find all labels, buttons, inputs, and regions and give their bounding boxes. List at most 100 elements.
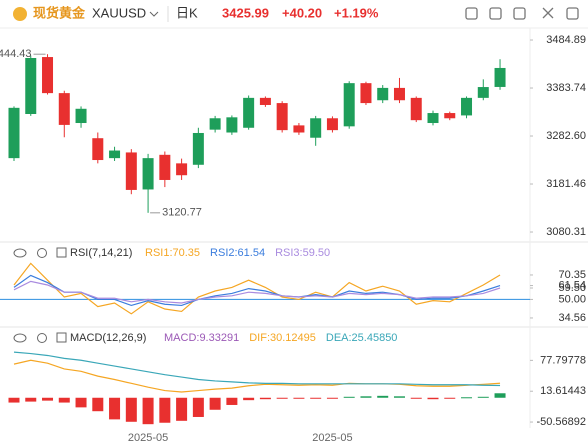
macd-bar	[259, 397, 271, 400]
tool-button[interactable]	[542, 7, 554, 19]
candle-body	[58, 93, 70, 125]
candle-body	[410, 97, 422, 121]
candle-body	[393, 87, 405, 101]
candle-body	[42, 57, 54, 94]
indicator-line	[13, 274, 501, 307]
checkbox[interactable]	[56, 332, 67, 343]
legend-entry: RSI1:70.35	[145, 247, 200, 259]
macd-bar	[461, 397, 473, 399]
legend-entry: DIF:30.12495	[249, 332, 316, 344]
x-tick-label: 2025-05	[312, 432, 352, 444]
high-annotation: 3444.43	[0, 48, 32, 60]
settings-icon[interactable]	[37, 333, 47, 343]
candle-body	[226, 117, 238, 133]
macd-bar	[293, 397, 305, 399]
y-tick-label: 70.35	[558, 269, 586, 281]
legend-entry: RSI3:59.50	[275, 247, 330, 259]
macd-bar	[192, 397, 204, 417]
candle-body	[310, 118, 322, 138]
macd-bar	[159, 397, 171, 423]
macd-bar	[343, 396, 355, 398]
macd-bar	[58, 397, 70, 403]
checkbox[interactable]	[56, 247, 67, 258]
macd-bar	[410, 397, 422, 399]
candle-body	[461, 97, 473, 116]
y-tick-label: 3080.31	[546, 226, 586, 238]
macd-bar	[360, 396, 372, 398]
candle-body	[276, 103, 288, 131]
y-tick-label: 3383.74	[546, 82, 586, 94]
candle-body	[243, 97, 255, 128]
candle-body	[92, 138, 104, 161]
y-tick-label: 13.61443	[540, 385, 586, 397]
macd-bar	[377, 395, 389, 398]
y-tick-label: 3181.46	[546, 178, 586, 190]
y-tick-label: 61.54	[558, 279, 586, 291]
macd-bar	[92, 397, 104, 412]
macd-bar	[176, 397, 188, 421]
candle-body	[192, 132, 204, 165]
tool-button[interactable]	[489, 7, 502, 20]
macd-bar	[25, 397, 37, 402]
macd-bar	[444, 397, 456, 399]
y-tick-label: -50.56892	[536, 416, 586, 428]
macd-bar	[477, 396, 489, 398]
price-change-pct: +1.19%	[334, 5, 379, 20]
candle-body	[477, 87, 489, 98]
indicator-line	[13, 280, 501, 304]
macd-bar	[393, 396, 405, 398]
y-tick-label: 34.56	[558, 312, 586, 324]
candle-body	[444, 113, 456, 119]
eye-icon[interactable]	[13, 248, 27, 258]
macd-bar	[226, 397, 238, 405]
candle-body	[326, 118, 338, 131]
candle-body	[427, 113, 439, 124]
toolbar	[465, 7, 579, 20]
tool-button[interactable]	[513, 7, 526, 20]
y-tick-label: 59.50	[558, 282, 586, 294]
eye-icon[interactable]	[13, 333, 27, 343]
period[interactable]: 日K	[176, 5, 198, 20]
candle-body	[142, 158, 154, 190]
macd-bar	[209, 397, 221, 410]
candle-body	[494, 67, 506, 87]
y-tick-label: 3484.89	[546, 34, 586, 46]
candle-body	[109, 150, 121, 159]
candle-body	[125, 152, 137, 190]
candle-body	[343, 83, 355, 127]
macd-bar	[276, 397, 288, 399]
macd-bar	[142, 397, 154, 425]
y-tick-label: 50.00	[558, 293, 586, 305]
macd-bar	[310, 397, 322, 399]
tool-button[interactable]	[465, 7, 478, 20]
macd-bar	[243, 397, 255, 401]
macd-bar	[427, 397, 439, 400]
dropdown-caret[interactable]	[149, 11, 159, 17]
macd-bar	[109, 397, 121, 420]
indicator-line	[13, 351, 501, 387]
indicator-line	[13, 262, 501, 315]
tool-button[interactable]	[566, 7, 579, 20]
candle-body	[293, 125, 305, 133]
macd-bar	[75, 397, 87, 408]
low-annotation: 3120.77	[162, 207, 202, 219]
price-change: +40.20	[282, 5, 322, 20]
legend-entry: DEA:25.45850	[326, 332, 398, 344]
settings-icon[interactable]	[37, 248, 47, 258]
candle-body	[209, 118, 221, 130]
macd-bar	[42, 397, 54, 401]
candle-body	[25, 58, 37, 114]
macd-bar	[125, 397, 137, 422]
last-price: 3425.99	[222, 5, 269, 20]
candle-body	[259, 97, 271, 105]
y-tick-label: 77.79778	[540, 354, 586, 366]
y-tick-label: 3282.60	[546, 130, 586, 142]
x-tick-label: 2025-05	[128, 432, 168, 444]
indicator-title: RSI(7,14,21)	[70, 247, 132, 259]
indicator-title: MACD(12,26,9)	[70, 332, 146, 344]
macd-bar	[494, 393, 506, 398]
instrument-name[interactable]: 现货黄金	[33, 5, 86, 20]
indicator-line	[13, 359, 501, 393]
symbol[interactable]: XAUUSD	[92, 5, 146, 20]
